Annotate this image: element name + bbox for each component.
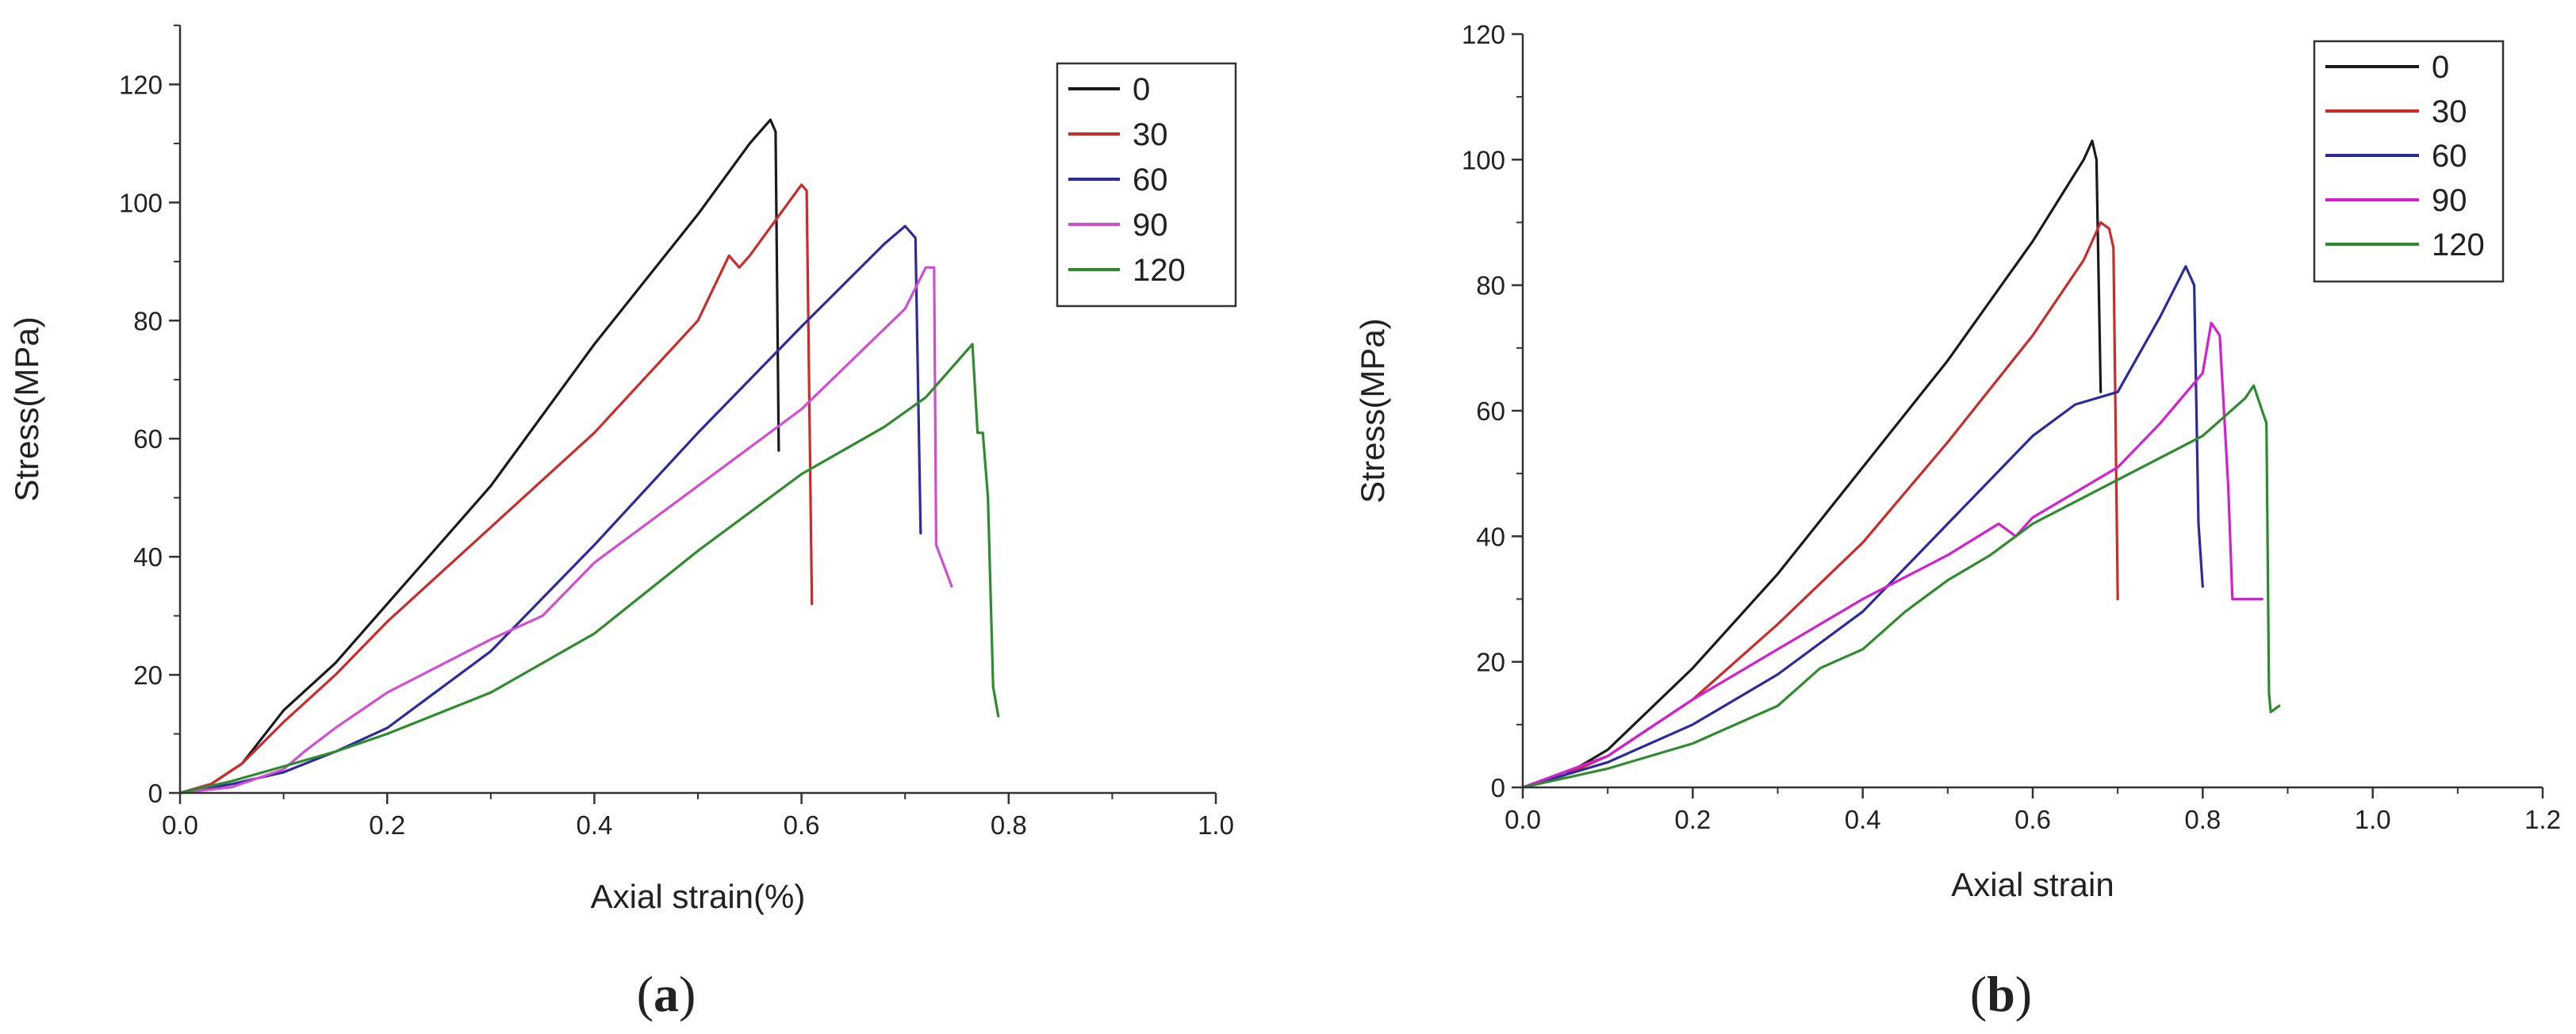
chart-a-caption-letter: a bbox=[654, 966, 679, 1022]
chart-a-series-line-0 bbox=[178, 118, 780, 795]
chart-b-caption-open: ( bbox=[1970, 966, 1987, 1022]
chart-a-series-line-60 bbox=[178, 224, 922, 795]
chart-b-y-tick-label: 60 bbox=[1476, 396, 1505, 426]
chart-a-series-line-120 bbox=[178, 343, 1000, 795]
chart-b-series-line-120 bbox=[1521, 384, 2281, 789]
chart-panel-b: 0.0 0.2 0.4 0.6 0.8 1.0 1.2 0 20 40 60 80 100 120 0 30… bbox=[1354, 20, 2561, 1022]
chart-a-y-tick-label: 80 bbox=[133, 306, 163, 335]
chart-a-legend-box bbox=[1056, 62, 1237, 308]
chart-b-y-tick-label: 80 bbox=[1476, 271, 1505, 301]
chart-a-x-tick-label: 1.0 bbox=[1198, 810, 1234, 840]
chart-a-legend-label-120: 120 bbox=[1133, 253, 1186, 288]
chart-a-axes: 0.0 0.2 0.4 0.6 0.8 1.0 0 20 40 60 80 100 120 bbox=[119, 25, 1234, 840]
chart-a-x-tick-label: 0.8 bbox=[991, 810, 1027, 840]
chart-a-y-tick-label: 60 bbox=[133, 424, 163, 454]
chart-a-x-tick-label: 0.4 bbox=[576, 810, 612, 840]
chart-b-y-axis-label: Stress(MPa) bbox=[1354, 318, 1391, 503]
chart-a-x-tick-label: 0.6 bbox=[784, 810, 820, 840]
chart-b-axes: 0.0 0.2 0.4 0.6 0.8 1.0 1.2 0 20 40 60 80 100 120 bbox=[1462, 20, 2561, 834]
chart-b-series-line-0 bbox=[1521, 140, 2103, 789]
chart-b-series-group bbox=[1521, 140, 2281, 789]
chart-b-x-tick-label: 0.6 bbox=[2014, 805, 2051, 834]
chart-a-series-line-90 bbox=[178, 266, 953, 795]
chart-a-y-tick-label: 120 bbox=[119, 70, 163, 99]
chart-b-x-tick-label: 0.2 bbox=[1674, 805, 1711, 834]
chart-b-series-line-90 bbox=[1521, 321, 2264, 789]
chart-a-caption-close: ) bbox=[679, 966, 696, 1022]
chart-b-legend-label-0: 0 bbox=[2432, 50, 2449, 85]
chart-b-caption-letter: b bbox=[1987, 966, 2015, 1022]
chart-a-legend-label-60: 60 bbox=[1133, 163, 1168, 197]
chart-b-x-tick-label: 1.0 bbox=[2355, 805, 2391, 834]
chart-a-y-axis-label: Stress(MPa) bbox=[8, 316, 45, 501]
chart-a-legend-label-90: 90 bbox=[1133, 208, 1168, 243]
chart-b-caption-close: ) bbox=[2015, 966, 2032, 1022]
chart-a-caption: (a) bbox=[637, 966, 696, 1022]
chart-b-y-tick-label: 20 bbox=[1476, 648, 1505, 677]
chart-b-series-line-60 bbox=[1521, 265, 2204, 789]
chart-a-series-group bbox=[178, 118, 1000, 795]
chart-a-legend-label-0: 0 bbox=[1133, 72, 1150, 107]
chart-a-series-line-30 bbox=[178, 183, 814, 795]
chart-b-series-line-30 bbox=[1521, 220, 2119, 789]
chart-a-y-tick-label: 0 bbox=[148, 779, 163, 808]
chart-a-y-tick-label: 40 bbox=[133, 542, 163, 572]
chart-a-legend-label-30: 30 bbox=[1133, 117, 1168, 152]
chart-b-caption: (b) bbox=[1970, 966, 2032, 1022]
chart-b-legend: 0 30 60 90 120 bbox=[2313, 40, 2505, 283]
chart-b-x-tick-label: 0.8 bbox=[2184, 805, 2221, 834]
chart-a-y-tick-label: 100 bbox=[119, 188, 163, 217]
chart-a-y-tick-label: 20 bbox=[133, 661, 163, 690]
chart-b-y-tick-label: 100 bbox=[1462, 145, 1505, 174]
chart-b-legend-label-60: 60 bbox=[2432, 139, 2467, 174]
chart-a-x-tick-label: 0.2 bbox=[369, 810, 405, 840]
chart-b-legend-label-120: 120 bbox=[2432, 228, 2485, 262]
chart-b-y-tick-label: 40 bbox=[1476, 522, 1505, 551]
chart-a-x-tick-label: 0.0 bbox=[162, 810, 198, 840]
chart-b-y-tick-label: 120 bbox=[1462, 20, 1505, 49]
chart-b-x-tick-label: 0.4 bbox=[1845, 805, 1881, 834]
chart-b-legend-box bbox=[2313, 40, 2505, 283]
chart-b-x-tick-label: 1.2 bbox=[2524, 805, 2561, 834]
chart-a-caption-open: ( bbox=[637, 966, 654, 1022]
chart-b-x-tick-label: 0.0 bbox=[1505, 805, 1541, 834]
chart-panel-a: 0.0 0.2 0.4 0.6 0.8 1.0 0 20 40 60 80 100 120 0 30 60 9… bbox=[8, 25, 1237, 1022]
chart-b-legend-label-30: 30 bbox=[2432, 94, 2467, 129]
chart-a-legend: 0 30 60 90 120 bbox=[1056, 62, 1237, 308]
chart-b-x-axis-label: Axial strain bbox=[1951, 866, 2114, 903]
chart-b-y-tick-label: 0 bbox=[1491, 773, 1505, 802]
chart-a-x-axis-label: Axial strain(%) bbox=[591, 878, 806, 915]
chart-b-legend-label-90: 90 bbox=[2432, 183, 2467, 218]
